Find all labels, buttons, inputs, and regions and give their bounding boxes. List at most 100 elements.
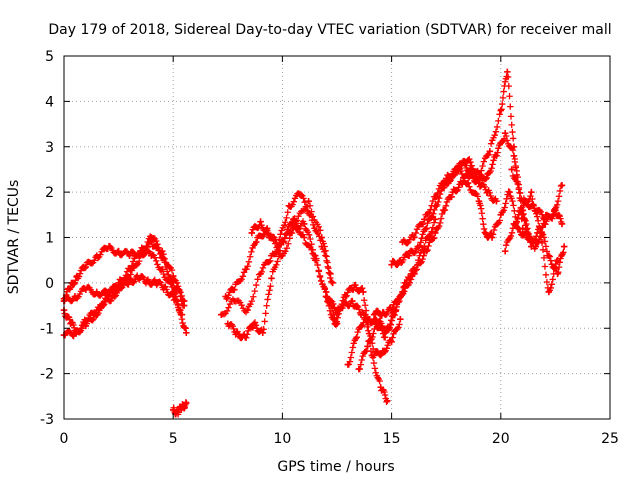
series-track-13	[355, 216, 439, 373]
data-point	[504, 68, 511, 76]
data-point	[475, 170, 483, 178]
data-point	[397, 293, 404, 300]
y-tick-label: -1	[40, 321, 54, 337]
data-point	[558, 182, 566, 189]
data-point	[327, 270, 334, 277]
data-point	[233, 329, 240, 336]
data-point	[301, 220, 308, 228]
y-tick-label: -3	[40, 412, 54, 428]
data-point	[82, 318, 90, 325]
data-point	[560, 243, 568, 250]
data-point	[349, 297, 356, 305]
data-point	[183, 399, 190, 407]
axis-ticks: 0 5 10 15 20 25 -3 -2 -1 0 1 2 3 4 5	[40, 49, 619, 447]
data-point	[464, 179, 472, 187]
data-point	[482, 229, 489, 237]
x-axis-label: GPS time / hours	[277, 459, 394, 475]
y-axis-label: SDTVAR / TECUs	[6, 180, 22, 295]
data-point	[331, 320, 339, 327]
data-point	[423, 247, 430, 255]
data-point	[528, 238, 535, 246]
data-point	[360, 288, 367, 296]
data-point	[257, 218, 264, 225]
data-point	[486, 148, 494, 155]
data-point	[475, 198, 483, 205]
data-point	[432, 216, 439, 223]
data-point	[355, 365, 363, 373]
data-point	[501, 129, 509, 137]
y-tick-label: 4	[45, 94, 54, 110]
data-point	[71, 329, 79, 336]
data-point	[545, 288, 553, 296]
data-point	[541, 216, 548, 223]
data-point	[443, 179, 450, 187]
data-point	[268, 275, 275, 282]
data-point	[104, 245, 111, 253]
data-point	[364, 343, 371, 350]
data-point	[174, 408, 181, 416]
data-point	[180, 302, 188, 309]
data-point	[93, 306, 100, 314]
data-point	[410, 234, 417, 241]
data-point	[161, 284, 168, 291]
data-point	[311, 256, 319, 264]
data-point	[137, 252, 144, 259]
data-point	[552, 207, 559, 214]
data-point	[252, 238, 260, 246]
data-point	[322, 293, 330, 300]
series-track-9	[248, 198, 334, 277]
data-point	[218, 311, 225, 318]
data-point	[432, 229, 439, 237]
data-point	[484, 170, 491, 178]
x-tick-label: 25	[601, 431, 619, 447]
data-point	[484, 188, 491, 196]
data-point	[390, 311, 397, 318]
data-point	[493, 152, 500, 160]
data-point	[373, 320, 380, 327]
y-tick-label: -2	[40, 367, 54, 383]
data-point	[148, 234, 155, 241]
data-point	[532, 243, 539, 250]
data-point	[379, 347, 387, 355]
series-track-20	[501, 188, 561, 296]
data-point	[222, 293, 229, 300]
y-tick-label: 1	[45, 231, 54, 247]
data-point	[510, 220, 518, 228]
data-series	[60, 68, 568, 418]
data-point	[536, 229, 544, 237]
y-tick-label: 3	[45, 140, 54, 156]
data-point	[71, 293, 79, 300]
data-point	[178, 311, 186, 318]
data-point	[67, 284, 74, 291]
x-tick-label: 5	[169, 431, 178, 447]
data-point	[545, 252, 553, 259]
data-point	[440, 207, 448, 214]
data-point	[248, 229, 256, 237]
data-point	[423, 225, 430, 232]
data-point	[159, 247, 166, 255]
data-point	[170, 288, 177, 296]
data-point	[384, 397, 391, 405]
data-point	[449, 188, 456, 196]
series-track-7	[222, 190, 336, 303]
data-point	[115, 247, 122, 255]
data-point	[497, 107, 504, 114]
data-point	[135, 275, 142, 282]
data-point	[290, 216, 297, 223]
data-point	[493, 198, 500, 205]
data-point	[296, 191, 304, 198]
series-track-18	[508, 166, 566, 228]
data-point	[318, 234, 325, 241]
data-point	[453, 166, 461, 173]
data-point	[508, 166, 515, 173]
data-point	[362, 311, 369, 318]
data-point	[397, 256, 404, 264]
data-point	[67, 320, 74, 327]
data-point	[82, 263, 90, 271]
data-point	[126, 275, 133, 282]
data-point	[399, 238, 406, 246]
data-point	[515, 225, 522, 232]
data-point	[152, 279, 159, 287]
x-tick-label: 0	[60, 431, 69, 447]
data-point	[421, 216, 428, 223]
